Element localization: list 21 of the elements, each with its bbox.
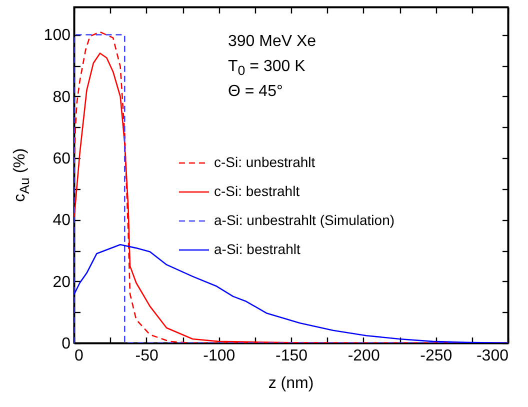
legend-label: a-Si: unbestrahlt (Simulation) xyxy=(214,212,395,228)
x-axis-title: z (nm) xyxy=(267,375,315,393)
legend-label: c-Si: unbestrahlt xyxy=(214,154,316,170)
x-tick-label: -250 xyxy=(420,348,452,364)
y-tick-label: 20 xyxy=(52,274,71,291)
x-tick-label: -150 xyxy=(275,348,308,364)
y-tick-label: 100 xyxy=(44,27,71,44)
legend-label: c-Si: bestrahlt xyxy=(214,183,300,199)
x-tick-label: -50 xyxy=(135,348,158,364)
annotation: T$_{0}$ = 300 K xyxy=(228,58,306,78)
x-tick-label: -300 xyxy=(476,348,509,364)
y-tick-label: 40 xyxy=(52,212,71,230)
x-tick-label: 0 xyxy=(74,348,84,364)
x-tick-label: -100 xyxy=(203,348,236,364)
y-tick-label: 0 xyxy=(62,336,71,352)
y-tick-label: 60 xyxy=(52,150,71,168)
annotation: 390 MeV Xe xyxy=(228,33,316,51)
y-tick-label: 80 xyxy=(52,88,71,106)
x-tick-label: -200 xyxy=(348,348,380,364)
legend-label: a-Si: bestrahlt xyxy=(214,241,300,257)
annotation: Θ = 45° xyxy=(228,83,283,101)
